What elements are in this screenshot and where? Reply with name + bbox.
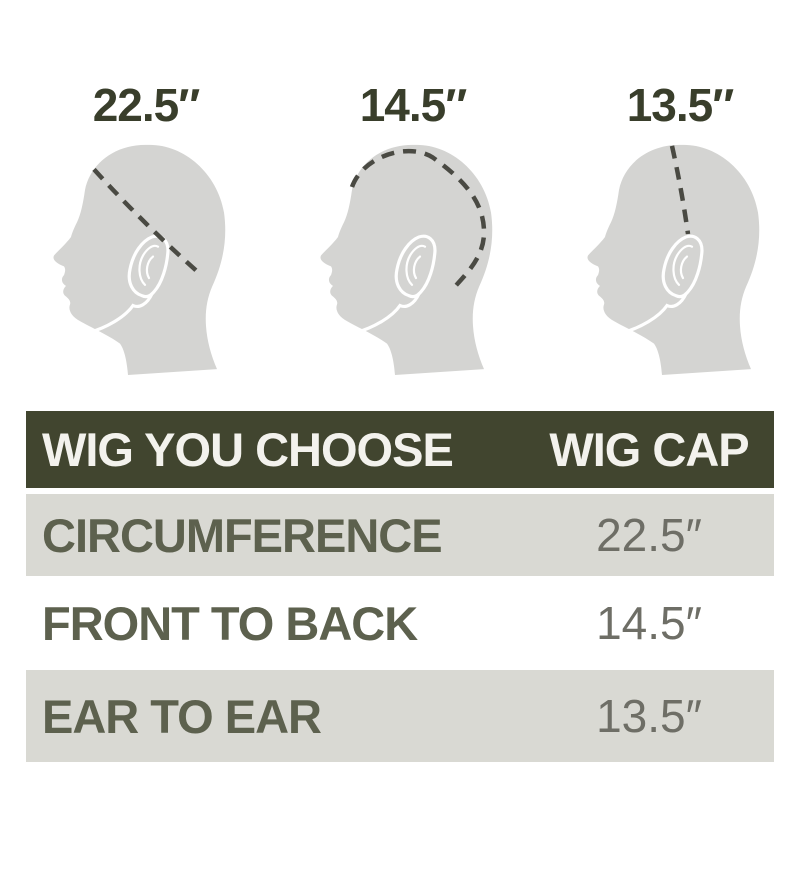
ear-inner-detail (679, 255, 689, 280)
head-diagram-ear-to-ear: 13.5″ (572, 82, 762, 375)
row-label: CIRCUMFERENCE (42, 508, 443, 562)
jawline-highlight (620, 292, 688, 335)
row-label: FRONT TO BACK (42, 596, 418, 650)
wig-size-guide: 22.5″ 14.5″ 13.5″ (0, 82, 800, 882)
size-table: WIG YOU CHOOSE WIG CAP CIRCUMFERENCE 22.… (26, 411, 774, 762)
measurement-value-label: 13.5″ (626, 79, 735, 131)
ear-to-ear-dash-line (669, 145, 691, 235)
ear-inner-detail (145, 255, 155, 280)
ear-inner-detail (138, 244, 160, 286)
measurement-diagrams: 22.5″ 14.5″ 13.5″ (0, 82, 800, 375)
head-silhouette-icon (587, 144, 760, 375)
head-silhouette-icon (320, 144, 493, 375)
circumference-dash-line (92, 167, 200, 274)
ear-inner-detail (672, 244, 694, 286)
measurement-value-label: 22.5″ (92, 79, 201, 131)
head-diagram-front-to-back: 14.5″ (305, 82, 495, 375)
head-silhouette (53, 144, 226, 375)
table-row-front-to-back: FRONT TO BACK 14.5″ (26, 582, 774, 664)
table-row-ear-to-ear: EAR TO EAR 13.5″ (26, 670, 774, 762)
row-value: 14.5″ (596, 597, 702, 649)
jawline-highlight (86, 292, 154, 335)
ear-inner-detail (412, 255, 422, 280)
column-header-wig-you-choose: WIG YOU CHOOSE (42, 423, 454, 476)
head-silhouette (587, 144, 760, 375)
ear-inner-detail (405, 244, 427, 286)
table-row-circumference: CIRCUMFERENCE 22.5″ (26, 494, 774, 576)
front-to-back-dash-line (349, 148, 487, 292)
head-silhouette-icon (53, 144, 226, 375)
head-diagram-circumference: 22.5″ (38, 82, 228, 375)
head-silhouette (320, 144, 493, 375)
row-label: EAR TO EAR (42, 689, 322, 743)
jawline-highlight (353, 292, 421, 335)
row-value: 22.5″ (596, 509, 702, 561)
measurement-value-label: 14.5″ (359, 79, 468, 131)
table-header-row: WIG YOU CHOOSE WIG CAP (26, 411, 774, 488)
row-value: 13.5″ (596, 690, 702, 742)
column-header-wig-cap: WIG CAP (549, 423, 749, 476)
